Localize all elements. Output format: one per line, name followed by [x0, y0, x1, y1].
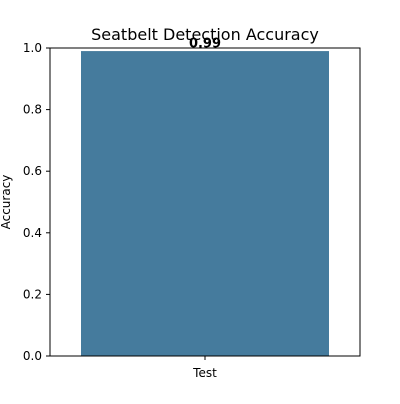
x-tick-label: Test [192, 366, 217, 380]
plot-frame [49, 47, 361, 357]
bar-data-label: 0.99 [189, 37, 221, 52]
chart-title: Seatbelt Detection Accuracy [91, 25, 319, 44]
bars-layer: 0.99 [81, 37, 329, 357]
y-tick-label: 0.4 [23, 226, 42, 240]
bar-test [81, 51, 329, 357]
y-tick-label: 0.6 [23, 164, 42, 178]
y-axis-label: Accuracy [0, 175, 13, 230]
y-tick-label: 0.2 [23, 287, 42, 301]
y-tick-label: 1.0 [23, 41, 42, 55]
y-tick-label: 0.0 [23, 349, 42, 363]
y-axis: 0.0 0.2 0.4 0.6 0.8 1.0 [23, 41, 50, 363]
x-axis: Test [192, 356, 217, 380]
y-tick-label: 0.8 [23, 103, 42, 117]
